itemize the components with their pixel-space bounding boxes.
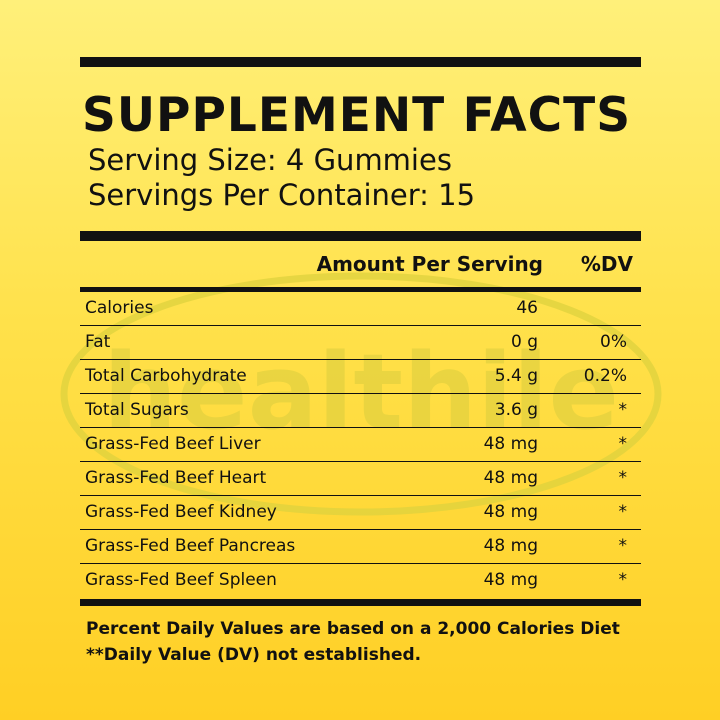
facts-table: Calories 46 Fat 0 g 0% Total Carbohydrat… [80,292,641,597]
nutrient-dv: * [618,400,628,420]
footer-dv-note: Percent Daily Values are based on a 2,00… [86,619,620,639]
nutrient-dv: 0.2% [583,366,627,386]
nutrient-amount: 48 mg [483,536,538,556]
nutrient-amount: 48 mg [483,570,538,590]
top-rule [80,57,641,67]
nutrient-name: Grass-Fed Beef Kidney [85,502,277,522]
table-top-rule [80,287,641,292]
nutrient-amount: 46 [516,298,538,318]
dv-header: %DV [580,252,633,276]
nutrient-dv: * [618,434,628,454]
table-row: Total Carbohydrate 5.4 g 0.2% [80,360,641,394]
nutrient-dv: 0% [600,332,627,352]
nutrient-name: Fat [85,332,111,352]
table-row: Grass-Fed Beef Kidney 48 mg * [80,496,641,530]
amount-per-serving-header: Amount Per Serving [316,252,543,276]
footer-dv-not-established: **Daily Value (DV) not established. [86,645,422,665]
table-row: Grass-Fed Beef Heart 48 mg * [80,462,641,496]
panel-title: SUPPLEMENT FACTS [82,88,632,143]
nutrient-amount: 48 mg [483,468,538,488]
nutrient-amount: 48 mg [483,502,538,522]
table-row: Fat 0 g 0% [80,326,641,360]
nutrient-name: Grass-Fed Beef Liver [85,434,261,454]
nutrient-name: Grass-Fed Beef Heart [85,468,267,488]
nutrient-name: Grass-Fed Beef Pancreas [85,536,296,556]
table-row: Grass-Fed Beef Pancreas 48 mg * [80,530,641,564]
nutrient-name: Total Carbohydrate [85,366,247,386]
nutrient-amount: 5.4 g [494,366,538,386]
table-row: Grass-Fed Beef Spleen 48 mg * [80,564,641,597]
bottom-rule [80,599,641,606]
nutrient-amount: 48 mg [483,434,538,454]
nutrient-dv: * [618,468,628,488]
nutrient-dv: * [618,536,628,556]
table-row: Grass-Fed Beef Liver 48 mg * [80,428,641,462]
nutrient-name: Calories [85,298,154,318]
nutrient-name: Grass-Fed Beef Spleen [85,570,277,590]
table-row: Total Sugars 3.6 g * [80,394,641,428]
table-row: Calories 46 [80,292,641,326]
header-rule [80,231,641,241]
servings-per-container: Servings Per Container: 15 [88,178,476,212]
serving-size: Serving Size: 4 Gummies [88,143,452,177]
nutrient-dv: * [618,570,628,590]
nutrient-name: Total Sugars [85,400,189,420]
nutrient-amount: 3.6 g [494,400,538,420]
nutrient-amount: 0 g [510,332,538,352]
footer-notes: Percent Daily Values are based on a 2,00… [86,616,646,668]
nutrient-dv: * [618,502,628,522]
